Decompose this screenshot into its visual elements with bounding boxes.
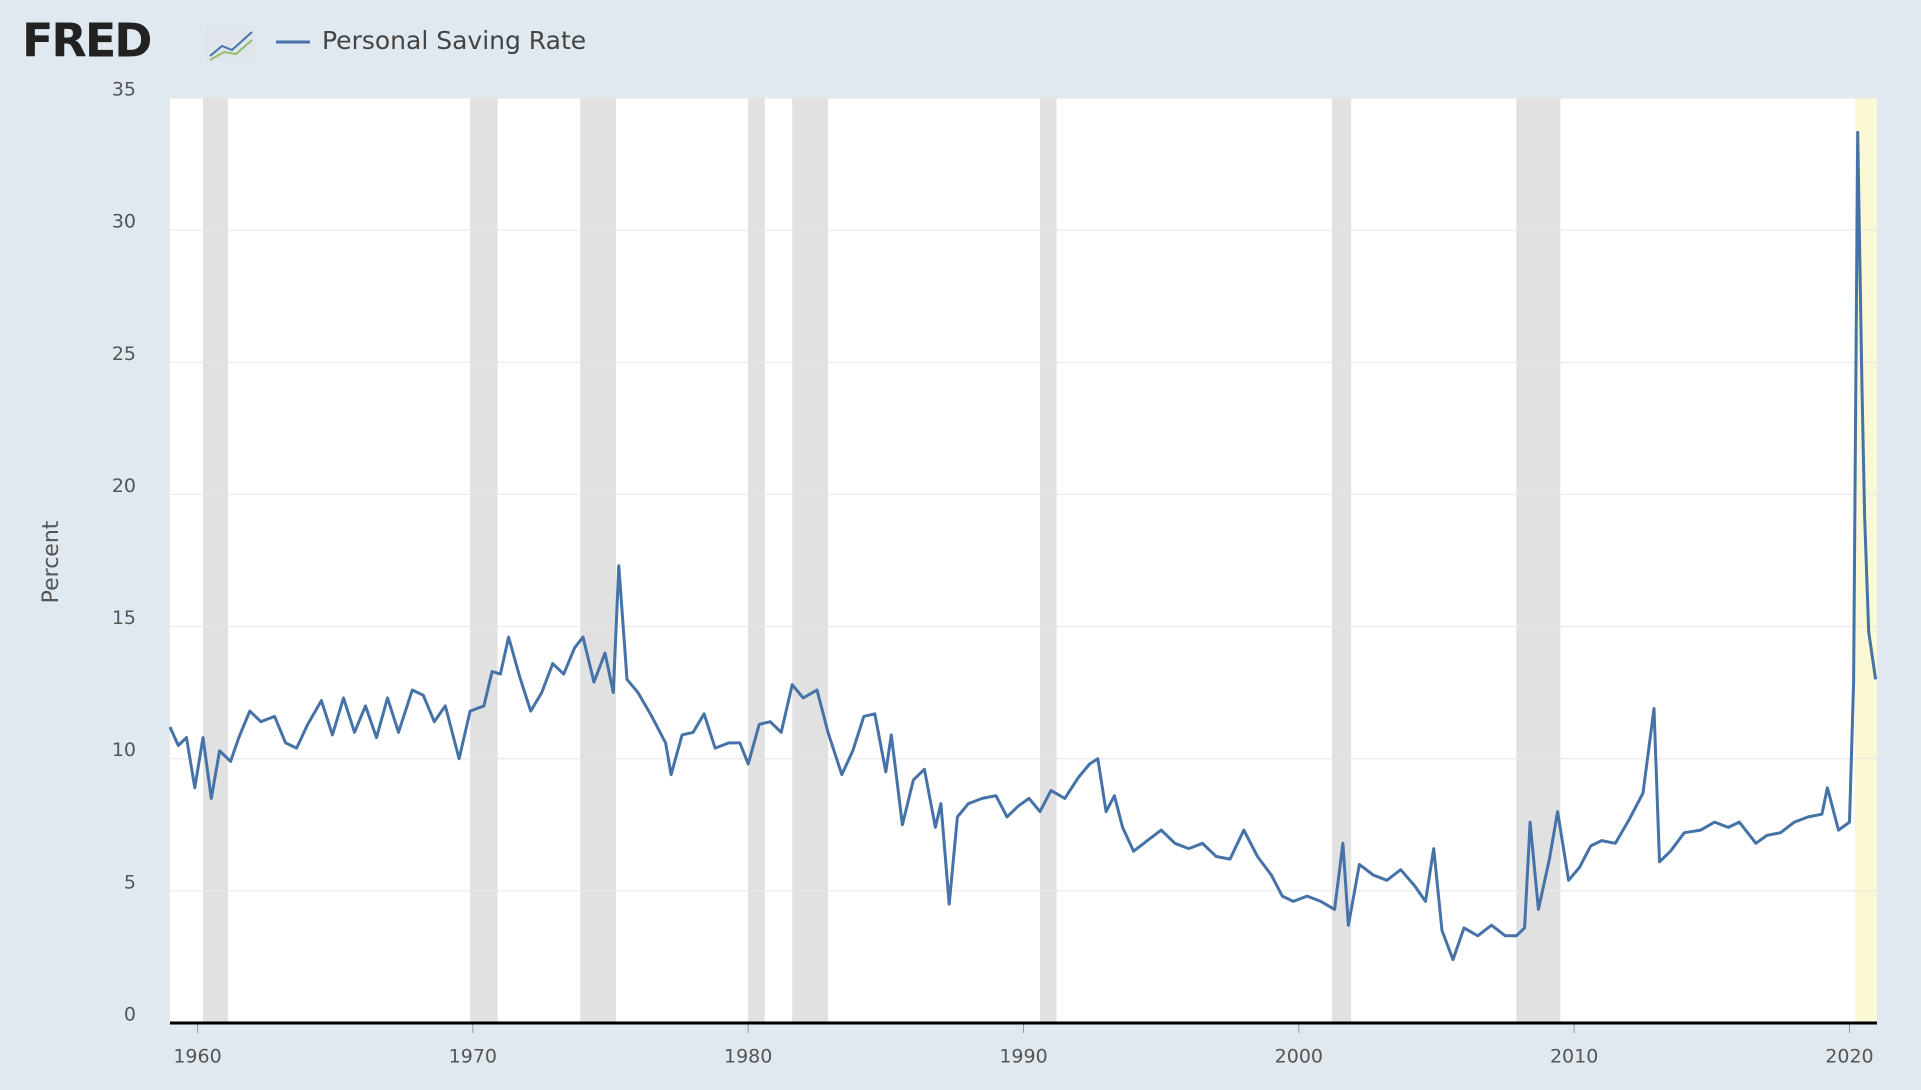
y-tick-label: 30 [112, 211, 136, 233]
recession-band [792, 98, 829, 1023]
y-tick-label: 25 [112, 343, 136, 365]
recession-band [470, 98, 498, 1023]
recession-band [748, 98, 765, 1023]
legend-label: Personal Saving Rate [322, 26, 586, 55]
x-tick-label: 1960 [173, 1046, 221, 1068]
recession-band [1040, 98, 1057, 1023]
y-tick-label: 0 [124, 1004, 136, 1026]
y-axis-label: Percent [39, 520, 64, 603]
x-tick-label: 2000 [1275, 1046, 1323, 1068]
x-tick-label: 1970 [449, 1046, 497, 1068]
x-tick-label: 2020 [1825, 1046, 1873, 1068]
y-tick-label: 35 [112, 79, 136, 101]
logo-icon [206, 26, 256, 62]
recession-band [1331, 98, 1352, 1023]
plot-area [170, 98, 1877, 1023]
x-tick-label: 1990 [999, 1046, 1047, 1068]
y-tick-label: 15 [112, 607, 136, 629]
logo: FRED [22, 14, 150, 68]
series-line [168, 130, 1878, 962]
y-tick-label: 5 [124, 871, 136, 893]
recession-band [203, 98, 228, 1023]
x-tick-label: 2010 [1550, 1046, 1598, 1068]
y-tick-label: 10 [112, 739, 136, 761]
recession-band [580, 98, 617, 1023]
x-tick-label: 1980 [724, 1046, 772, 1068]
recession-band [1516, 98, 1561, 1023]
y-tick-label: 20 [112, 475, 136, 497]
